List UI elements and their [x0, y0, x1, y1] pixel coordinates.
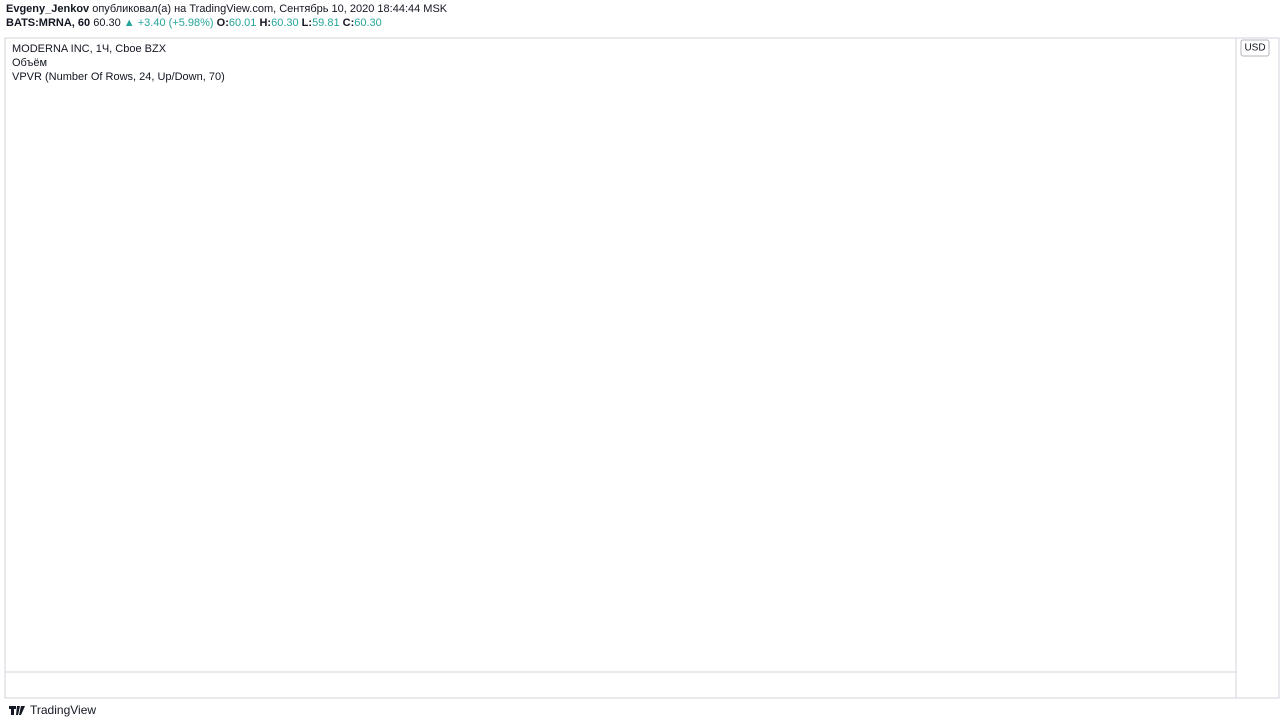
ohlc-value: 60.30: [271, 17, 299, 29]
ohlc-label: L:: [301, 17, 313, 29]
legend-volume: Объём: [12, 57, 47, 69]
legend-title: MODERNA INC, 1Ч, Cboe BZX: [12, 43, 167, 55]
brand: TradingView: [30, 703, 97, 717]
legend-vpvr: VPVR (Number Of Rows, 24, Up/Down, 70): [12, 71, 225, 83]
ohlc-label: C:: [342, 17, 355, 29]
header: Evgeny_Jenkov опубликовал(а) на TradingV…: [6, 2, 447, 30]
ohlc-1: H:60.30: [259, 17, 298, 29]
symbol: BATS:MRNA, 60: [6, 17, 91, 29]
ohlc-value: 60.01: [228, 17, 257, 29]
last: 60.30: [93, 17, 121, 29]
frame: [4, 37, 1280, 699]
quote-line: BATS:MRNA, 60 60.30 ▲ +3.40 (+5.98%) O:6…: [6, 16, 447, 30]
ohlc-value: 60.30: [354, 17, 382, 29]
ohlc-label: H:: [259, 17, 272, 29]
author: Evgeny_Jenkov: [6, 3, 90, 15]
ohlc-2: L:59.81: [302, 17, 340, 29]
change: ▲ +3.40 (+5.98%): [123, 17, 214, 29]
footer: TradingView: [8, 703, 96, 717]
currency: USD: [1244, 43, 1265, 54]
ohlc-value: 59.81: [312, 17, 340, 29]
chart: MODERNA INC, 1Ч, Cboe BZX Объём VPVR (Nu…: [4, 37, 1280, 699]
currency-box[interactable]: [1240, 39, 1270, 57]
logo: [9, 706, 25, 715]
ohlc-label: O:: [216, 17, 229, 29]
publish-line: Evgeny_Jenkov опубликовал(а) на TradingV…: [6, 2, 447, 16]
ohlc-3: C:60.30: [343, 17, 382, 29]
ohlc-0: O:60.01: [217, 17, 257, 29]
published: опубликовал(а) на TradingView.com, Сентя…: [92, 3, 448, 15]
